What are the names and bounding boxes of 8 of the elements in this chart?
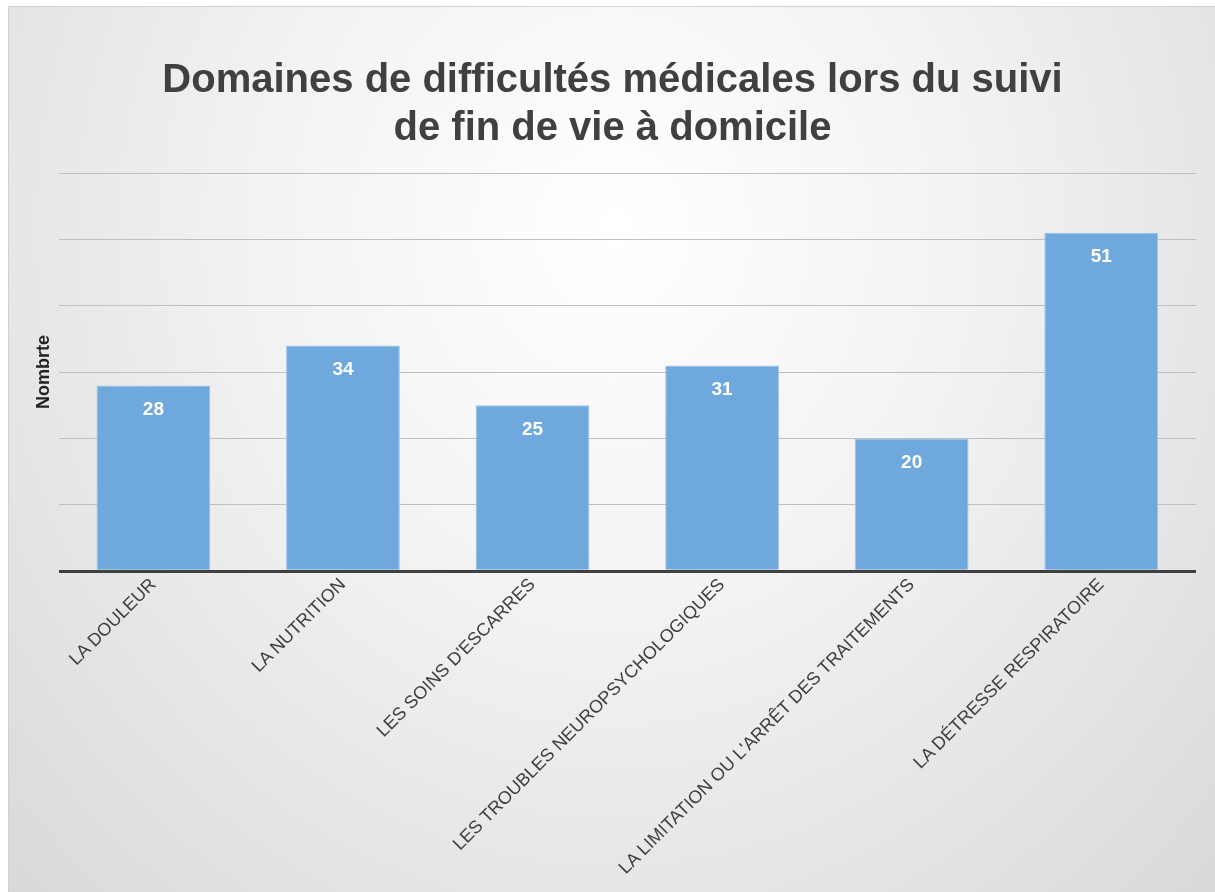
chart-title: Domaines de difficultés médicales lors du suivi de fin de vie à domicile — [162, 56, 1063, 149]
data-label: 25 — [521, 417, 544, 439]
data-label: 34 — [332, 357, 354, 379]
data-label: 20 — [901, 450, 923, 472]
data-label: 28 — [142, 397, 164, 419]
data-label: 51 — [1090, 244, 1113, 266]
y-axis-title: Nombrte — [32, 335, 53, 410]
data-label: 31 — [711, 377, 734, 399]
